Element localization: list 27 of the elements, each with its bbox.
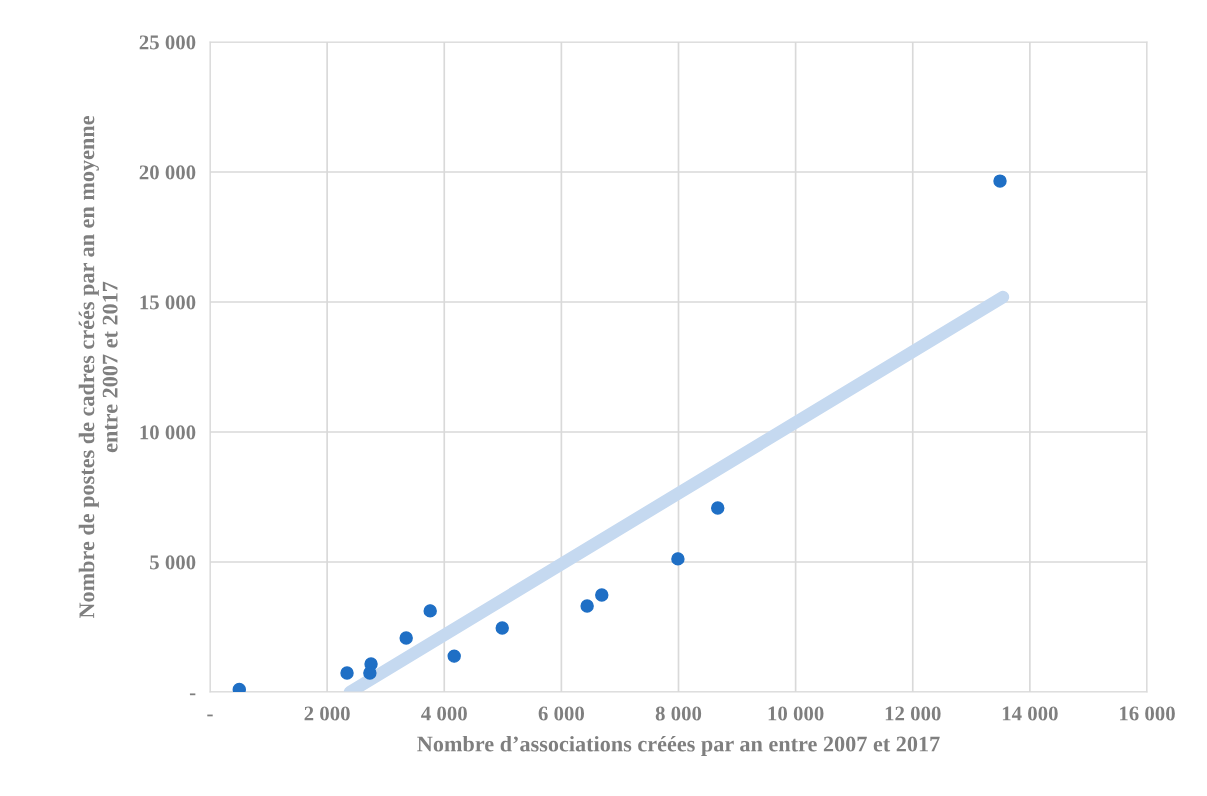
point bbox=[711, 501, 725, 515]
point bbox=[363, 666, 377, 680]
point bbox=[595, 588, 609, 602]
y-tick-label: 15 000 bbox=[140, 295, 196, 310]
y-tick-label: - bbox=[189, 693, 196, 696]
x-axis-title: Nombre d’associations créées par an entre 2007 et 2017 bbox=[417, 735, 940, 757]
y-axis-title: Nombre de postes de cadres créés par an en moyenne entre 2007 et 2017 bbox=[78, 116, 118, 619]
y-tick-label: 5 000 bbox=[150, 555, 196, 570]
x-tick-label: 14 000 bbox=[1002, 706, 1058, 721]
x-tick-label: 10 000 bbox=[768, 706, 824, 721]
y-tick-label: 20 000 bbox=[139, 165, 196, 180]
x-tick-label: 2 000 bbox=[304, 706, 350, 721]
point bbox=[423, 604, 437, 618]
y-tick-label: 10 000 bbox=[140, 425, 196, 440]
x-tick-label: 8 000 bbox=[655, 706, 702, 721]
point bbox=[495, 621, 509, 635]
point bbox=[447, 649, 461, 663]
x-tick-label: 16 000 bbox=[1120, 706, 1175, 721]
x-tick-label: 12 000 bbox=[885, 706, 941, 721]
y-tick-label: 25 000 bbox=[139, 35, 196, 50]
point bbox=[399, 631, 413, 645]
point bbox=[993, 174, 1007, 188]
x-tick-label: 4 000 bbox=[421, 706, 467, 721]
point bbox=[671, 552, 685, 566]
point bbox=[340, 666, 354, 680]
point bbox=[580, 599, 594, 613]
x-tick-label: 6 000 bbox=[538, 706, 585, 721]
